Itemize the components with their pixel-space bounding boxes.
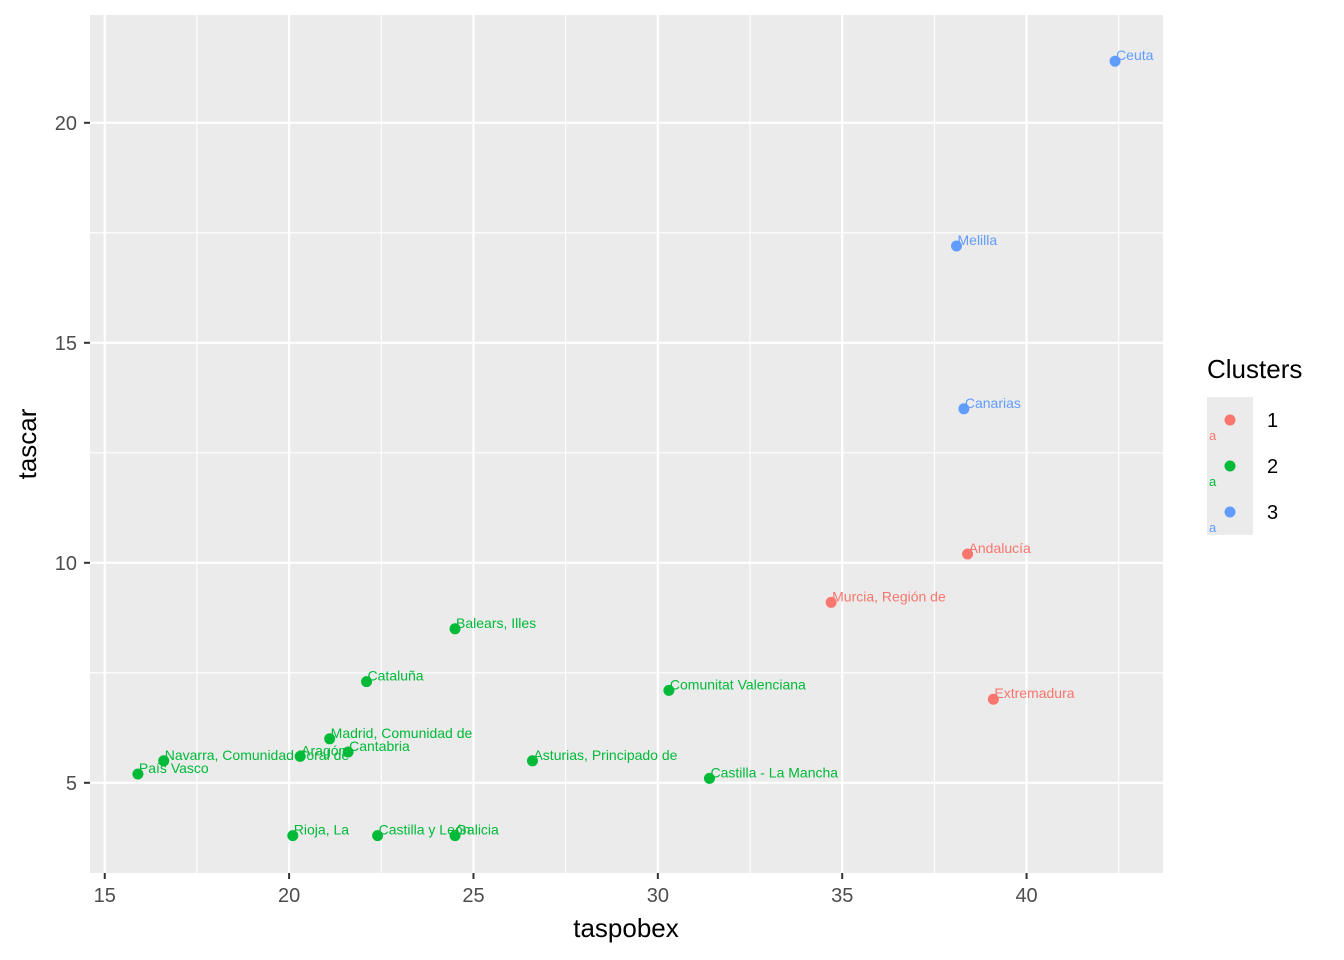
data-point (449, 623, 461, 635)
data-point-label: Navarra, Comunidad Foral de (165, 747, 350, 763)
y-tick-label: 10 (55, 553, 77, 575)
x-tick-label: 25 (462, 885, 484, 907)
legend-key-point (1224, 506, 1236, 518)
legend-title: Clusters (1207, 354, 1302, 384)
data-point-label: Galicia (456, 822, 499, 838)
panel-background (90, 15, 1163, 873)
data-point (294, 750, 306, 762)
data-point-label: Cantabria (349, 738, 410, 754)
data-point-label: Andalucía (969, 540, 1031, 556)
y-tick-label: 20 (55, 113, 77, 135)
y-tick-label: 5 (66, 773, 77, 795)
legend-label: 1 (1267, 410, 1278, 432)
data-point-label: Castilla - La Mancha (710, 764, 838, 780)
data-point (449, 830, 461, 842)
data-point (951, 240, 963, 252)
data-point (342, 746, 354, 758)
data-point (372, 830, 384, 842)
legend-key-text: a (1209, 428, 1217, 443)
data-point (663, 684, 675, 696)
data-point-label: Aragón (301, 742, 346, 758)
data-point (987, 693, 999, 705)
minor-gridlines (90, 15, 1163, 873)
x-tick-label: 20 (278, 885, 300, 907)
legend: Clusters a 1 a 2 a 3 (1207, 354, 1302, 535)
x-tick-label: 35 (831, 885, 853, 907)
data-point (958, 403, 970, 415)
legend-key-text: a (1209, 520, 1217, 535)
data-point-label: Ceuta (1116, 47, 1154, 63)
legend-keys: a 1 a 2 a 3 (1209, 410, 1278, 535)
axis-ticks (84, 121, 1028, 879)
data-point (324, 733, 336, 745)
major-gridlines (90, 15, 1163, 873)
data-point-label: Melilla (958, 232, 998, 248)
data-point (361, 676, 373, 688)
data-point-label: País Vasco (139, 760, 209, 776)
data-point (825, 596, 837, 608)
legend-key-point (1224, 460, 1236, 472)
data-point-label: Canarias (965, 395, 1021, 411)
data-point-label: Comunitat Valenciana (670, 676, 806, 692)
y-tick-label: 15 (55, 333, 77, 355)
x-tick-label: 40 (1015, 885, 1037, 907)
data-point (703, 772, 715, 784)
legend-label: 2 (1267, 456, 1278, 478)
data-point (287, 830, 299, 842)
legend-label: 3 (1267, 502, 1278, 524)
data-point (132, 768, 144, 780)
data-point (158, 755, 170, 767)
data-point (526, 755, 538, 767)
data-point (1109, 55, 1121, 67)
data-point-label: Rioja, La (294, 822, 349, 838)
x-axis-title: taspobex (573, 913, 679, 943)
data-point-label: Murcia, Región de (832, 588, 946, 604)
tick-labels: 15 20 25 30 35 40 5 10 15 20 (55, 113, 1038, 907)
x-tick-label: 30 (647, 885, 669, 907)
data-point-label: Extremadura (994, 685, 1074, 701)
data-point-label: Asturias, Principado de (533, 747, 677, 763)
data-point-label: Cataluña (368, 668, 424, 684)
point-labels: Andalucía Murcia, Región de Extremadura Bal… (139, 47, 1154, 837)
data-point-label: Balears, Illes (456, 615, 536, 631)
data-point-label: Madrid, Comunidad de (331, 725, 473, 741)
data-point-label: Castilla y León (379, 822, 471, 838)
data-points (132, 55, 1121, 842)
y-axis-title: tascar (12, 408, 42, 479)
legend-key-text: a (1209, 474, 1217, 489)
x-tick-label: 15 (94, 885, 116, 907)
legend-key-point (1224, 414, 1236, 426)
data-point (962, 548, 974, 560)
